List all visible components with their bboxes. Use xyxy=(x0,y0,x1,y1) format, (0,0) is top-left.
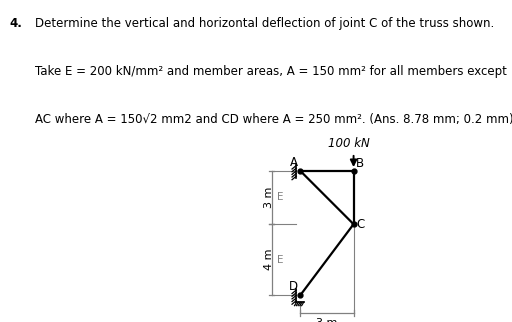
Text: D: D xyxy=(289,280,298,293)
Text: Take E = 200 kN/mm² and member areas, A = 150 mm² for all members except: Take E = 200 kN/mm² and member areas, A … xyxy=(35,65,507,78)
Text: E: E xyxy=(277,193,283,203)
Text: E: E xyxy=(277,255,283,265)
Text: 100 kN: 100 kN xyxy=(328,137,370,150)
Text: 4.: 4. xyxy=(9,17,22,30)
Text: B: B xyxy=(356,157,364,170)
Text: 4 m: 4 m xyxy=(264,249,274,270)
Text: A: A xyxy=(290,156,297,169)
Text: Determine the vertical and horizontal deflection of joint C of the truss shown.: Determine the vertical and horizontal de… xyxy=(35,17,494,30)
Text: 3 m: 3 m xyxy=(264,187,274,208)
Text: 3 m: 3 m xyxy=(316,318,337,322)
Text: C: C xyxy=(356,218,365,231)
Text: AC where A = 150√2 mm2 and CD where A = 250 mm². (Ans. 8.78 mm; 0.2 mm): AC where A = 150√2 mm2 and CD where A = … xyxy=(35,113,512,126)
